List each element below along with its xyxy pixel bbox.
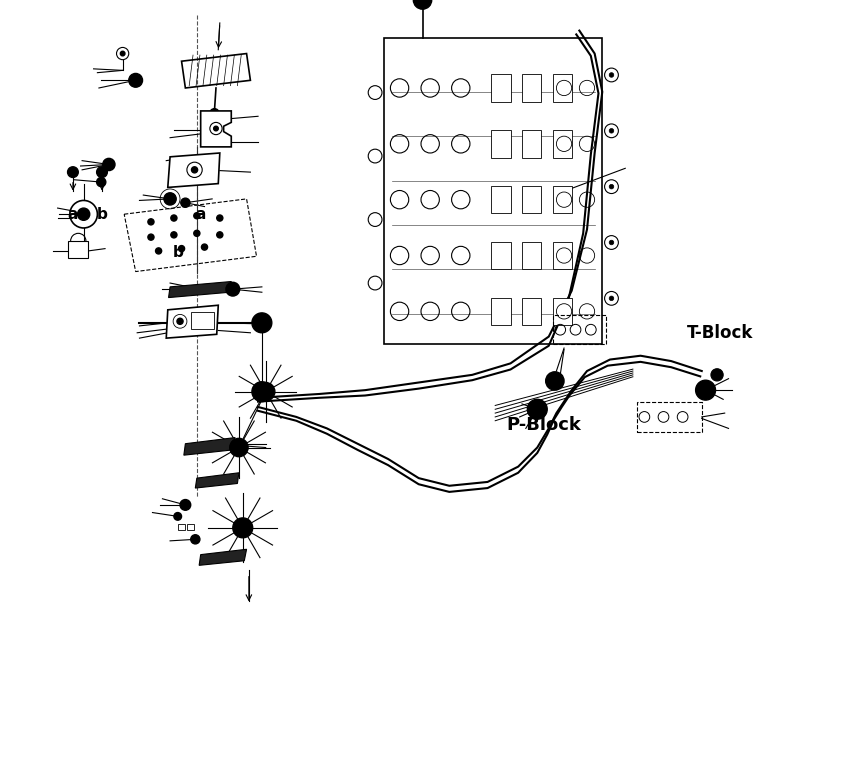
- Circle shape: [226, 282, 240, 296]
- Circle shape: [230, 438, 248, 457]
- FancyBboxPatch shape: [491, 298, 510, 325]
- FancyBboxPatch shape: [385, 38, 602, 344]
- Circle shape: [164, 193, 176, 205]
- FancyBboxPatch shape: [522, 186, 541, 213]
- Circle shape: [128, 73, 142, 87]
- Circle shape: [528, 399, 547, 419]
- Circle shape: [609, 129, 614, 133]
- Circle shape: [177, 318, 183, 324]
- FancyBboxPatch shape: [522, 74, 541, 102]
- Circle shape: [181, 198, 190, 207]
- Circle shape: [77, 208, 89, 220]
- FancyBboxPatch shape: [553, 74, 572, 102]
- Circle shape: [214, 126, 218, 131]
- Text: a: a: [68, 207, 78, 222]
- Circle shape: [96, 177, 106, 187]
- FancyBboxPatch shape: [522, 242, 541, 269]
- Circle shape: [609, 240, 614, 245]
- Circle shape: [233, 518, 253, 538]
- Circle shape: [148, 234, 154, 240]
- Circle shape: [546, 372, 564, 390]
- Circle shape: [148, 219, 154, 225]
- Circle shape: [201, 244, 207, 250]
- Circle shape: [121, 51, 125, 56]
- FancyBboxPatch shape: [491, 74, 510, 102]
- Text: b: b: [172, 245, 183, 260]
- FancyBboxPatch shape: [553, 242, 572, 269]
- FancyBboxPatch shape: [522, 298, 541, 325]
- Circle shape: [155, 248, 161, 254]
- Circle shape: [96, 167, 108, 177]
- Circle shape: [217, 232, 223, 238]
- Text: T-Block: T-Block: [687, 324, 753, 342]
- Polygon shape: [201, 111, 231, 147]
- Circle shape: [413, 0, 431, 9]
- Circle shape: [171, 215, 177, 221]
- Polygon shape: [168, 153, 220, 187]
- FancyBboxPatch shape: [491, 186, 510, 213]
- Circle shape: [191, 535, 200, 544]
- Polygon shape: [69, 241, 89, 258]
- FancyBboxPatch shape: [491, 130, 510, 158]
- FancyBboxPatch shape: [178, 524, 185, 530]
- FancyBboxPatch shape: [553, 298, 572, 325]
- Circle shape: [609, 73, 614, 77]
- Polygon shape: [167, 305, 218, 338]
- Polygon shape: [195, 473, 239, 488]
- Text: b: b: [96, 207, 108, 222]
- Circle shape: [194, 230, 200, 236]
- Circle shape: [257, 382, 275, 401]
- Polygon shape: [168, 282, 231, 298]
- Circle shape: [102, 158, 115, 171]
- FancyBboxPatch shape: [553, 130, 572, 158]
- Circle shape: [711, 369, 723, 381]
- Circle shape: [609, 184, 614, 189]
- Bar: [191, 312, 214, 329]
- Circle shape: [609, 296, 614, 301]
- Circle shape: [171, 232, 177, 238]
- Circle shape: [252, 313, 272, 333]
- Circle shape: [68, 167, 78, 177]
- Circle shape: [192, 167, 198, 173]
- Circle shape: [194, 213, 200, 219]
- Text: a: a: [195, 207, 206, 222]
- Circle shape: [180, 500, 191, 510]
- FancyBboxPatch shape: [553, 186, 572, 213]
- Circle shape: [179, 246, 185, 252]
- Circle shape: [252, 382, 272, 402]
- Circle shape: [217, 215, 223, 221]
- Polygon shape: [184, 438, 235, 455]
- Circle shape: [210, 109, 219, 118]
- FancyBboxPatch shape: [522, 130, 541, 158]
- Text: P-Block: P-Block: [507, 415, 582, 434]
- Polygon shape: [199, 549, 247, 565]
- FancyBboxPatch shape: [187, 524, 194, 530]
- FancyBboxPatch shape: [491, 242, 510, 269]
- Circle shape: [695, 380, 715, 400]
- Circle shape: [174, 513, 181, 520]
